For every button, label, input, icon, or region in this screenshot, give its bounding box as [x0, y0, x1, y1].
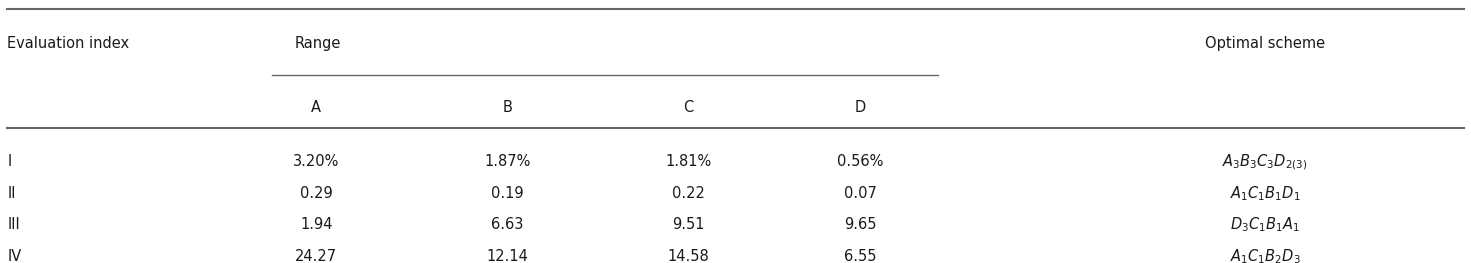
Text: 3.20%: 3.20%: [293, 154, 340, 169]
Text: $A_1C_1B_2D_3$: $A_1C_1B_2D_3$: [1230, 247, 1300, 263]
Text: Range: Range: [294, 36, 341, 51]
Text: C: C: [684, 100, 693, 115]
Text: B: B: [503, 100, 512, 115]
Text: $A_1C_1B_1D_1$: $A_1C_1B_1D_1$: [1230, 184, 1300, 203]
Text: 1.81%: 1.81%: [665, 154, 712, 169]
Text: 0.22: 0.22: [672, 186, 705, 201]
Text: 1.87%: 1.87%: [484, 154, 531, 169]
Text: D: D: [855, 100, 866, 115]
Text: II: II: [7, 186, 16, 201]
Text: 0.29: 0.29: [300, 186, 332, 201]
Text: III: III: [7, 217, 21, 232]
Text: Evaluation index: Evaluation index: [7, 36, 129, 51]
Text: $D_3C_1B_1A_1$: $D_3C_1B_1A_1$: [1230, 215, 1300, 234]
Text: 14.58: 14.58: [668, 249, 709, 263]
Text: 0.19: 0.19: [491, 186, 524, 201]
Text: 12.14: 12.14: [487, 249, 528, 263]
Text: A: A: [312, 100, 321, 115]
Text: I: I: [7, 154, 12, 169]
Text: 9.65: 9.65: [844, 217, 877, 232]
Text: Optimal scheme: Optimal scheme: [1205, 36, 1325, 51]
Text: $A_3B_3C_3D_{2(3)}$: $A_3B_3C_3D_{2(3)}$: [1222, 152, 1308, 171]
Text: 6.55: 6.55: [844, 249, 877, 263]
Text: 1.94: 1.94: [300, 217, 332, 232]
Text: 0.07: 0.07: [844, 186, 877, 201]
Text: 6.63: 6.63: [491, 217, 524, 232]
Text: 9.51: 9.51: [672, 217, 705, 232]
Text: 0.56%: 0.56%: [837, 154, 884, 169]
Text: IV: IV: [7, 249, 22, 263]
Text: 24.27: 24.27: [296, 249, 337, 263]
